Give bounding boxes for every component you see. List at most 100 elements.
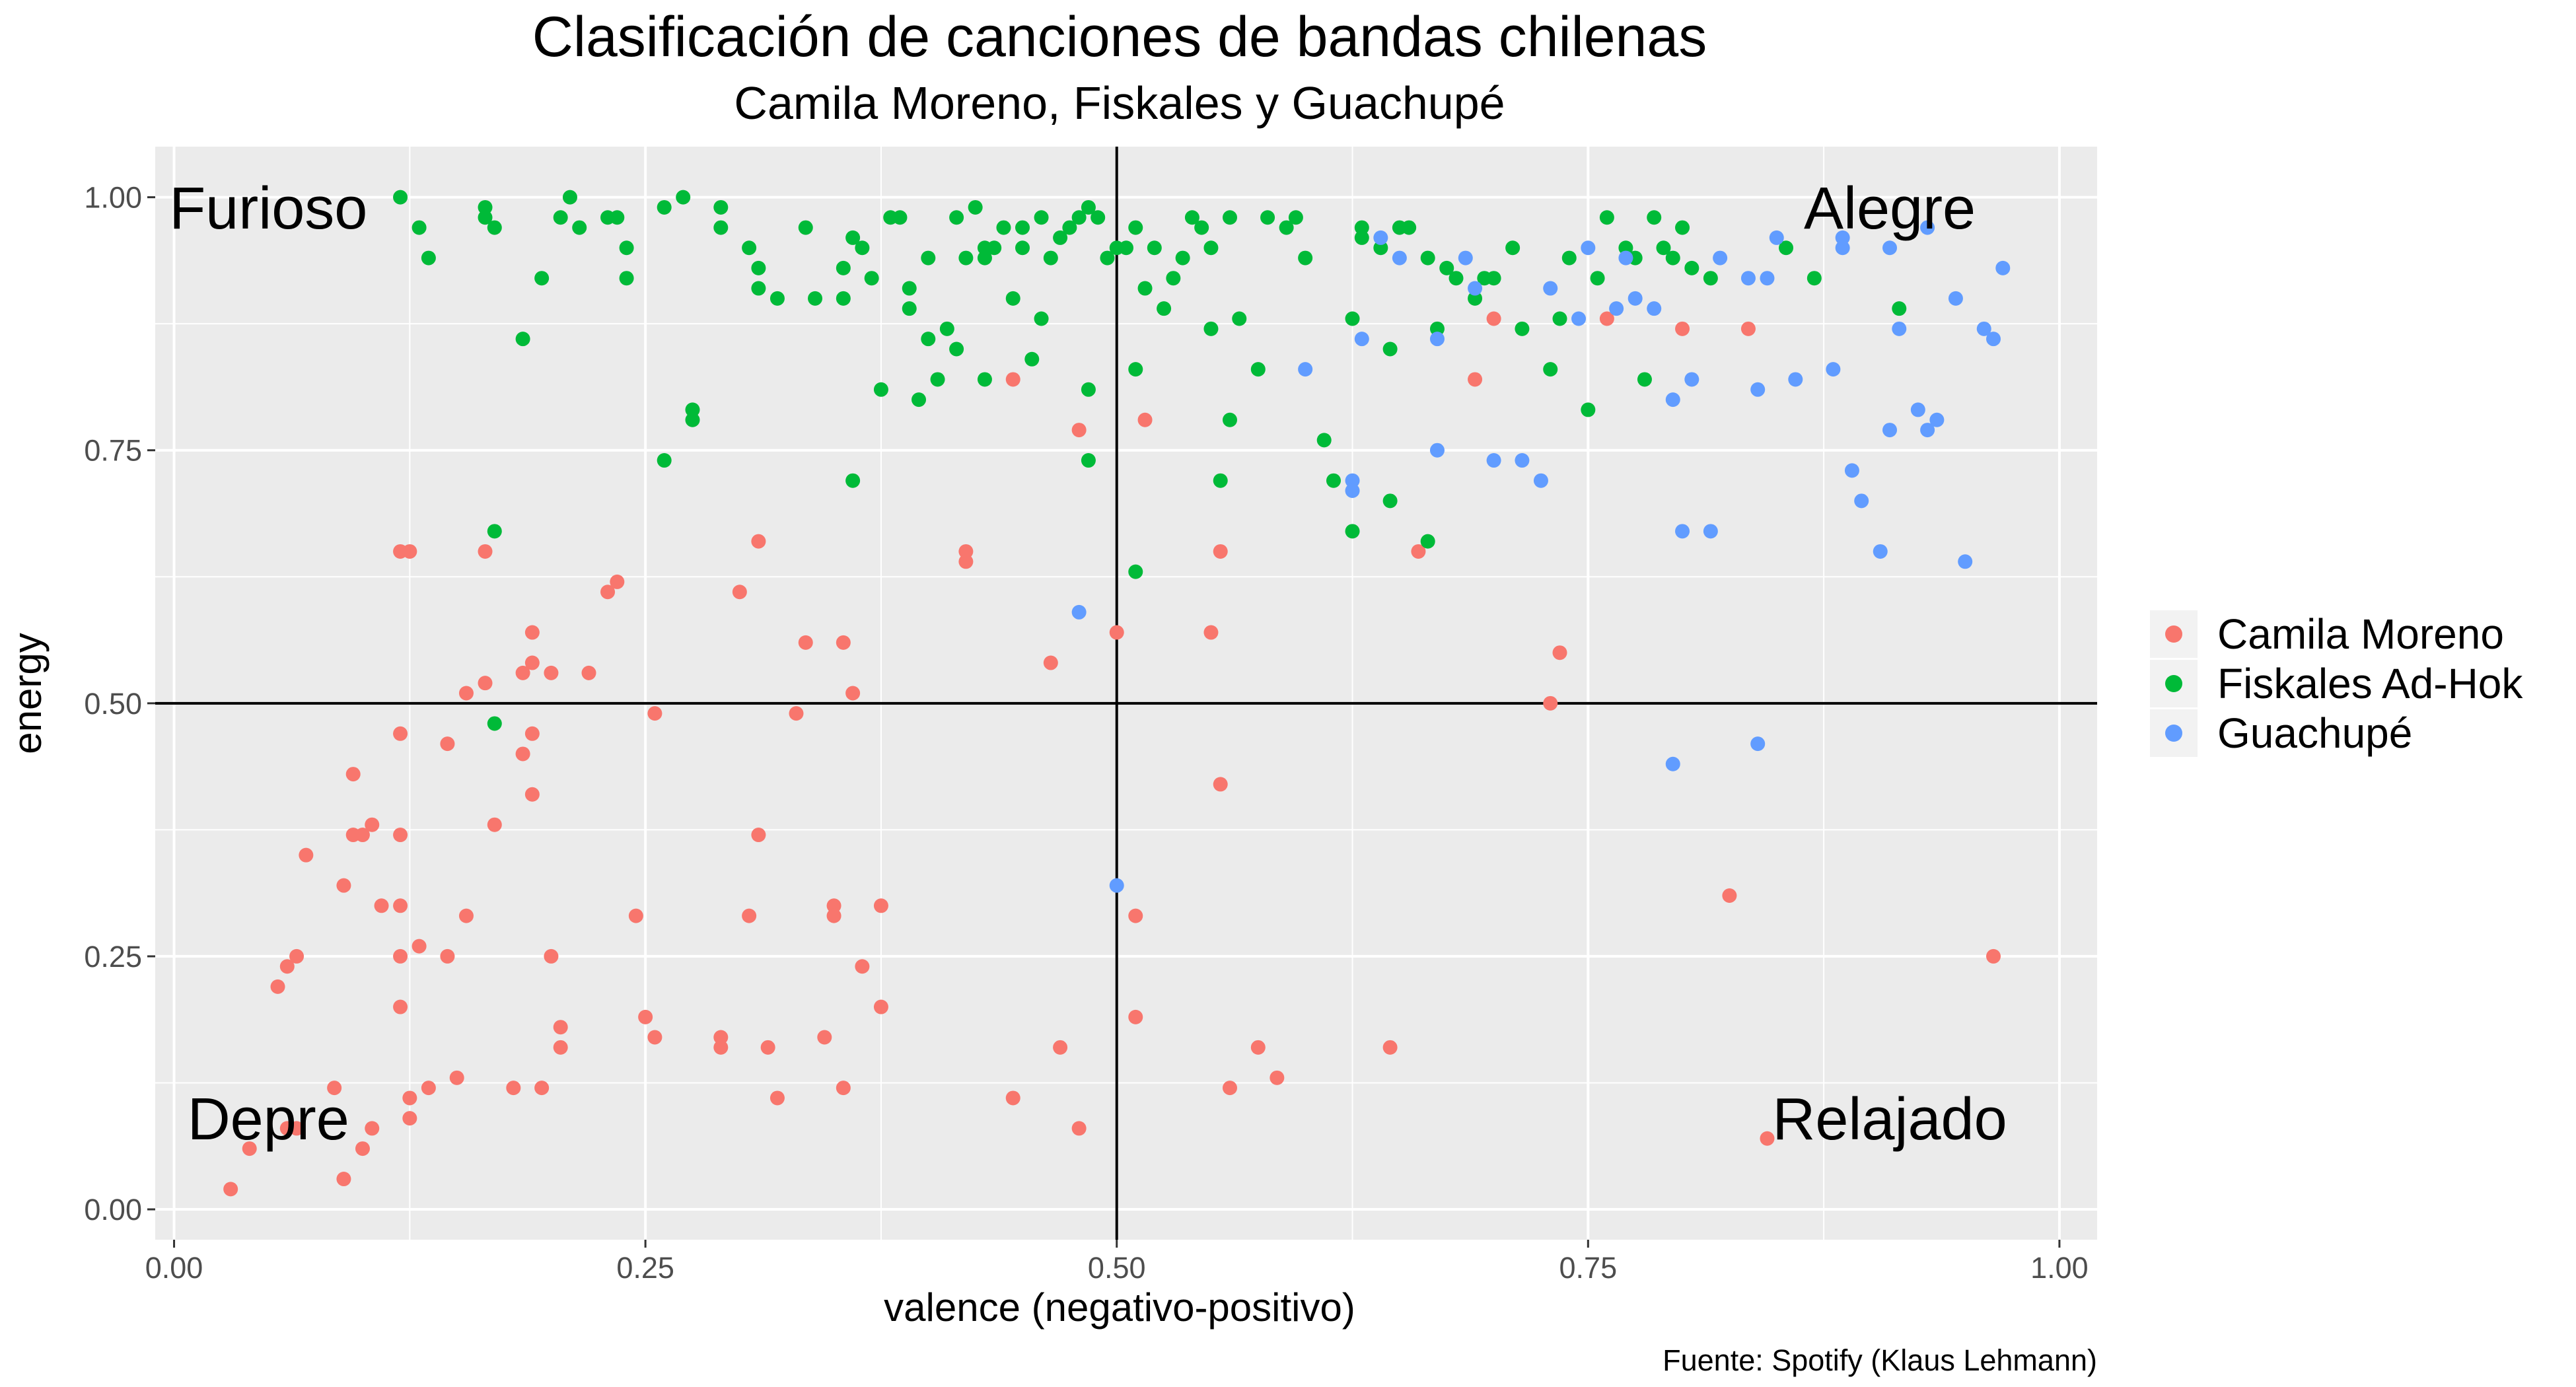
data-point-fiskales-ad-hok [1807,271,1822,286]
data-point-guachup [1788,372,1803,387]
data-point-fiskales-ad-hok [1684,260,1699,275]
data-point-fiskales-ad-hok [478,199,493,215]
data-point-fiskales-ad-hok [977,250,992,266]
data-point-fiskales-ad-hok [1081,453,1096,468]
data-point-guachup [1581,240,1596,256]
data-point-guachup [1873,544,1888,559]
data-point-guachup [1543,281,1558,296]
data-point-camila-moreno [751,828,766,843]
data-point-camila-moreno [1005,372,1020,387]
data-point-fiskales-ad-hok [1071,210,1087,225]
data-point-camila-moreno [515,665,530,680]
data-point-fiskales-ad-hok [855,240,870,256]
data-point-camila-moreno [845,686,861,701]
data-point-guachup [1684,372,1699,387]
data-point-fiskales-ad-hok [619,271,634,286]
data-point-fiskales-ad-hok [1053,230,1068,245]
data-point-fiskales-ad-hok [751,260,766,275]
data-point-camila-moreno [1203,625,1219,640]
data-point-fiskales-ad-hok [968,199,983,215]
data-point-camila-moreno [411,939,427,954]
data-point-fiskales-ad-hok [1449,271,1464,286]
data-point-fiskales-ad-hok [1382,341,1398,357]
data-point-fiskales-ad-hok [1354,230,1369,245]
data-point-camila-moreno [713,1040,729,1055]
data-point-camila-moreno [760,1040,775,1055]
data-point-fiskales-ad-hok [798,220,813,235]
data-point-fiskales-ad-hok [1081,382,1096,397]
data-point-guachup [1835,240,1850,256]
data-point-fiskales-ad-hok [1637,372,1652,387]
data-point-camila-moreno [365,817,380,832]
data-point-fiskales-ad-hok [1119,240,1133,256]
data-point-guachup [1826,362,1841,377]
data-point-guachup [1345,473,1360,488]
data-point-fiskales-ad-hok [1779,240,1794,256]
data-point-camila-moreno [836,635,851,650]
reference-lines [155,147,2097,1240]
data-point-fiskales-ad-hok [1486,271,1501,286]
data-point-fiskales-ad-hok [1128,564,1143,579]
data-point-fiskales-ad-hok [713,199,729,215]
data-point-camila-moreno [1005,1090,1020,1106]
y-tick-label: 0.75 [84,434,142,468]
y-axis-ticks: 0.00 0.25 0.50 0.75 1.00 [84,181,155,1227]
data-point-fiskales-ad-hok [619,240,634,256]
data-point-guachup [1760,271,1775,286]
data-point-camila-moreno [421,1081,436,1096]
x-axis-ticks: 0.00 0.25 0.50 0.75 1.00 [145,1240,2089,1285]
data-point-fiskales-ad-hok [1015,220,1030,235]
data-point-fiskales-ad-hok [478,210,493,225]
data-point-guachup [1665,392,1680,408]
data-point-camila-moreno [487,817,502,832]
data-point-camila-moreno [336,1172,351,1187]
data-point-fiskales-ad-hok [487,524,502,539]
data-point-camila-moreno [732,585,747,600]
data-point-camila-moreno [506,1081,521,1096]
data-point-guachup [1618,250,1633,266]
data-point-camila-moreno [1222,1081,1237,1096]
data-point-fiskales-ad-hok [1647,210,1662,225]
data-point-fiskales-ad-hok [902,281,917,296]
data-point-fiskales-ad-hok [751,281,766,296]
data-point-fiskales-ad-hok [1043,250,1058,266]
data-point-camila-moreno [393,828,408,843]
data-point-guachup [1571,311,1587,326]
data-point-fiskales-ad-hok [553,210,568,225]
data-point-guachup [1392,250,1407,266]
data-point-camila-moreno [402,1090,417,1106]
data-point-camila-moreno [402,1111,417,1126]
data-point-camila-moreno [242,1141,257,1156]
data-point-guachup [1948,291,1963,306]
data-point-fiskales-ad-hok [742,240,757,256]
data-point-camila-moreno [647,1030,662,1045]
y-tick-label: 0.00 [84,1193,142,1227]
data-point-fiskales-ad-hok [1147,240,1162,256]
data-point-fiskales-ad-hok [1675,220,1690,235]
data-point-camila-moreno [327,1081,342,1096]
data-point-fiskales-ad-hok [873,382,888,397]
data-point-camila-moreno [1071,1121,1087,1136]
data-point-fiskales-ad-hok [411,220,427,235]
data-point-fiskales-ad-hok [845,473,861,488]
data-point-fiskales-ad-hok [1354,220,1369,235]
quadrant-label-furioso: Furioso [169,176,367,242]
data-point-fiskales-ad-hok [685,402,700,417]
data-point-fiskales-ad-hok [421,250,436,266]
data-point-fiskales-ad-hok [1439,260,1454,275]
data-point-camila-moreno [449,1070,464,1085]
x-tick-label: 0.00 [145,1251,203,1285]
data-point-camila-moreno [798,635,813,650]
data-point-camila-moreno [393,999,408,1014]
data-point-camila-moreno [713,1030,729,1045]
data-point-camila-moreno [873,999,888,1014]
data-point-camila-moreno [647,706,662,721]
data-point-camila-moreno [610,574,625,589]
data-point-guachup [1713,250,1728,266]
data-point-fiskales-ad-hok [939,321,954,336]
data-point-fiskales-ad-hok [1015,240,1030,256]
data-point-camila-moreno [1043,655,1058,670]
data-point-fiskales-ad-hok [572,220,587,235]
data-point-fiskales-ad-hok [1288,210,1303,225]
